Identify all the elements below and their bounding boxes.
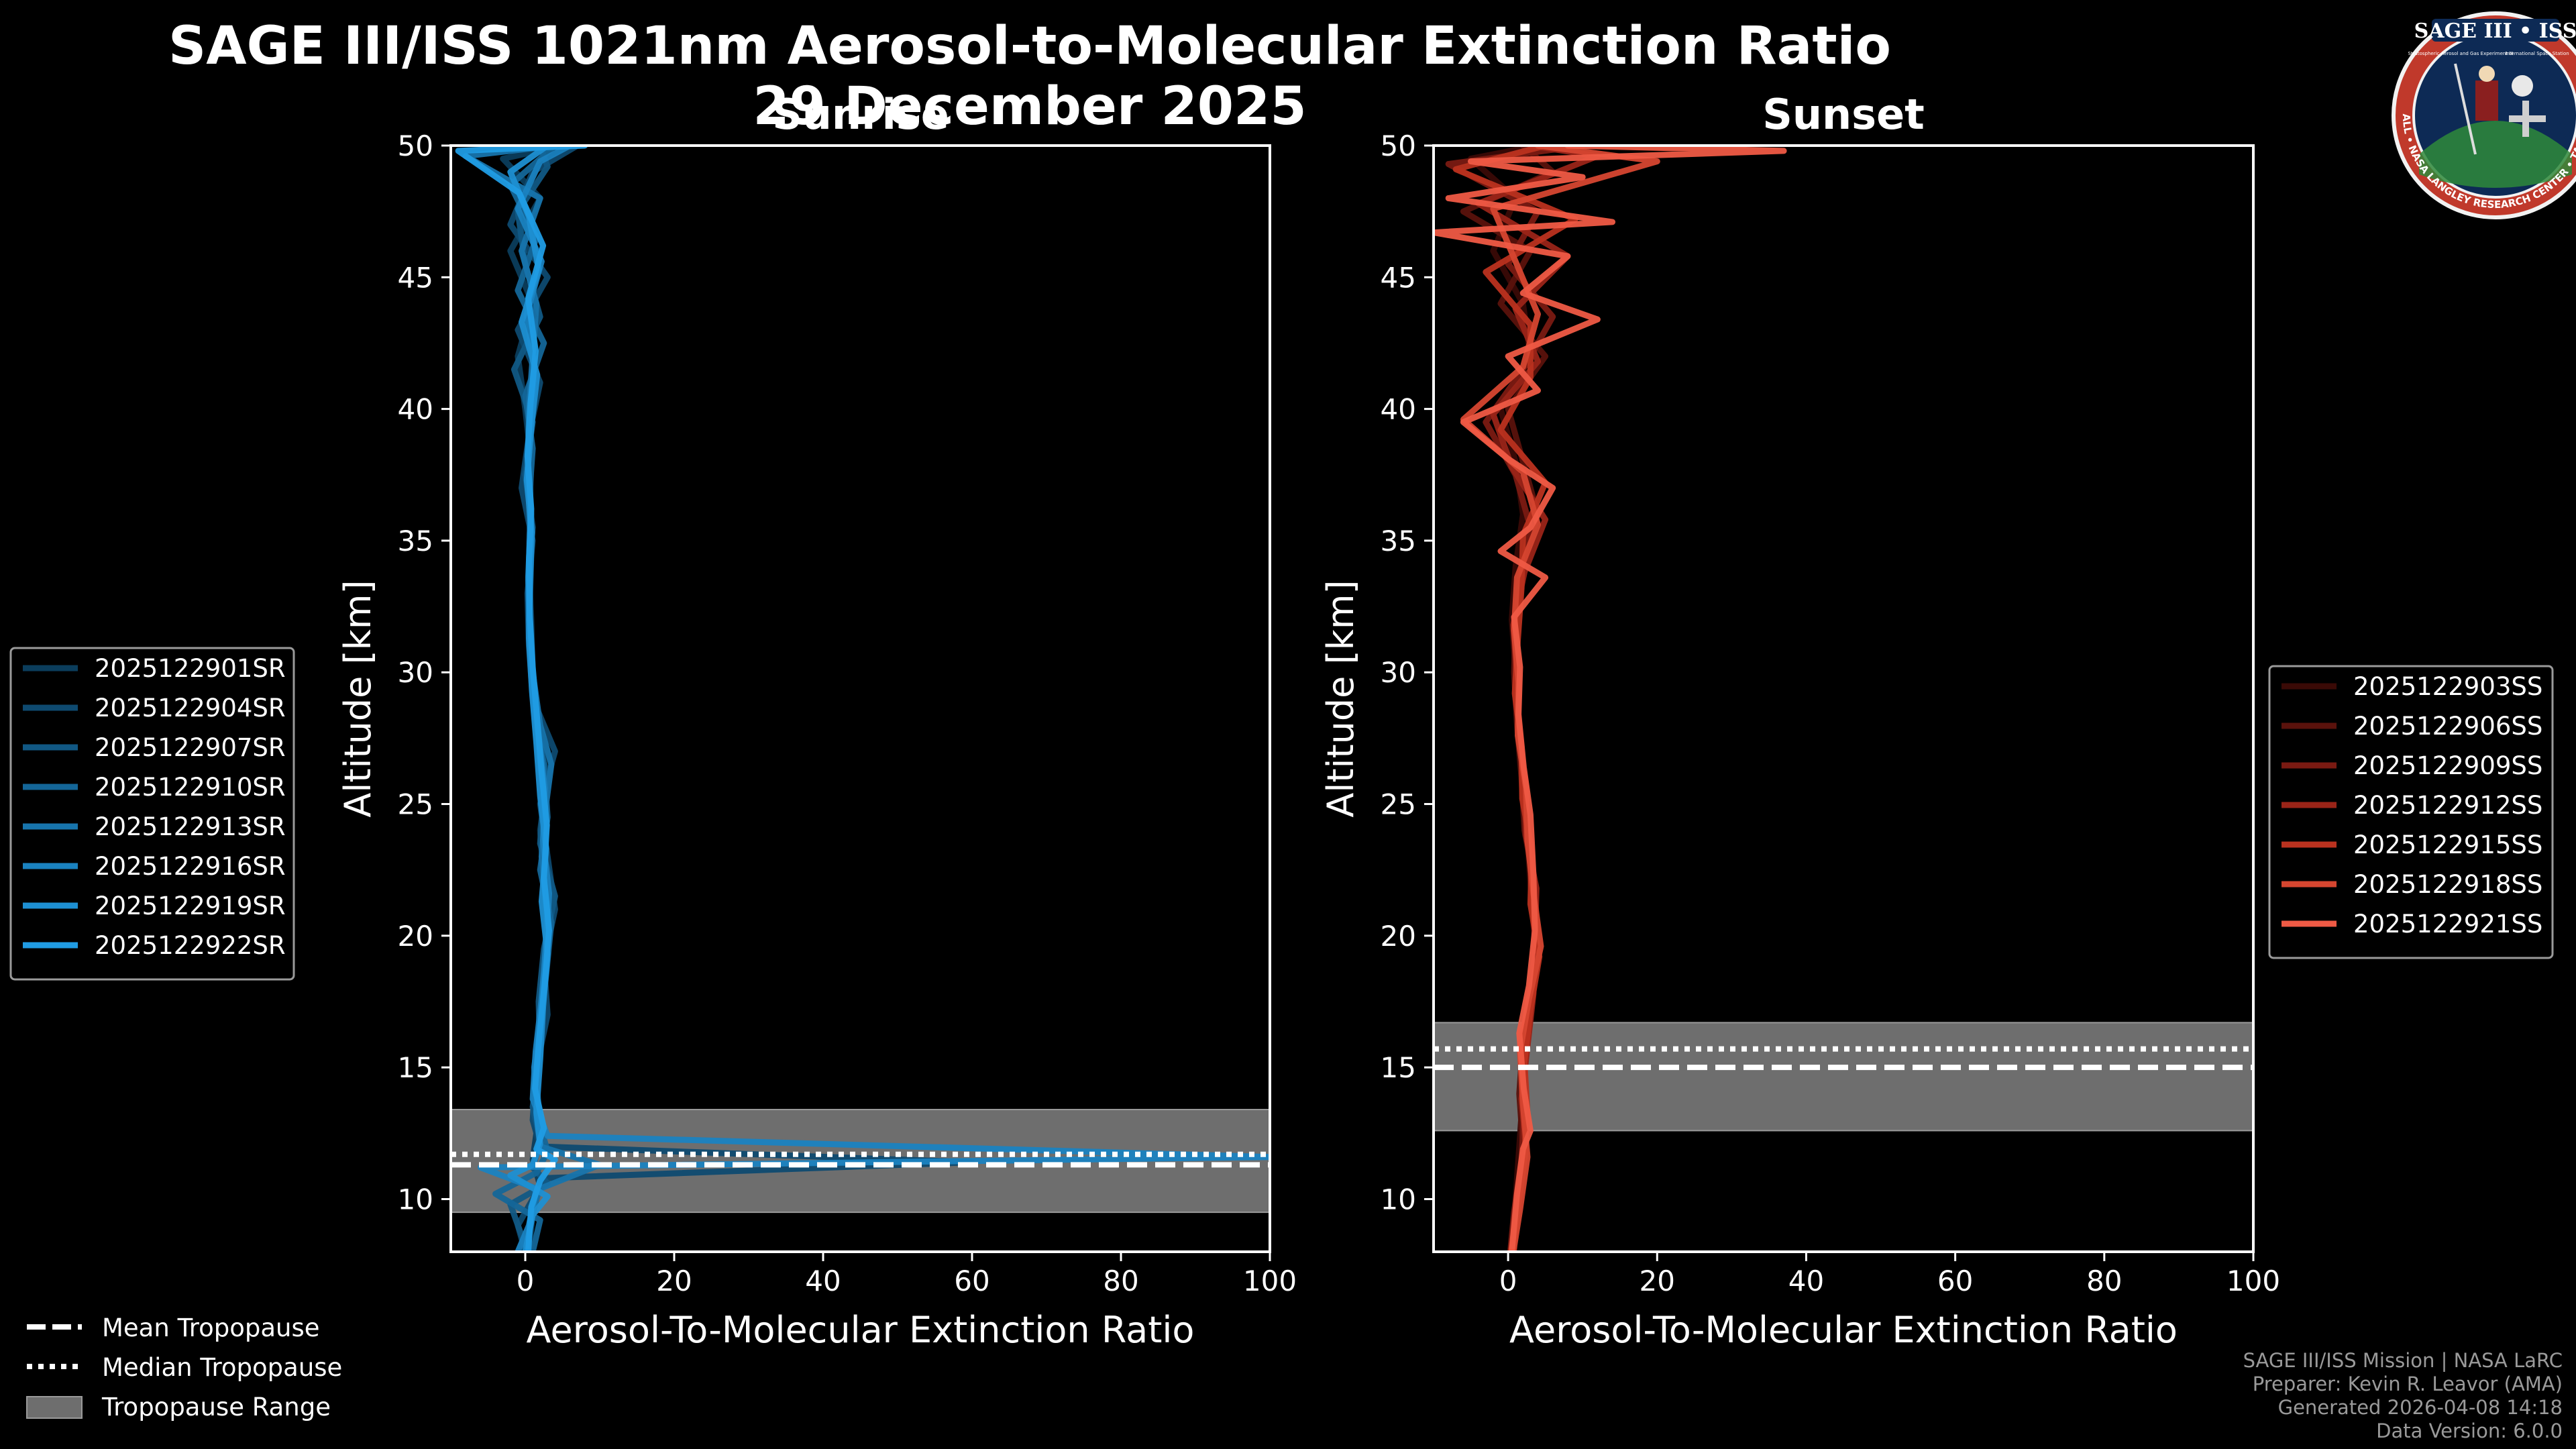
logo-moon-icon [2512,75,2533,97]
sunset-y-tick-label: 40 [1381,393,1416,426]
sunset-y-tick-label: 50 [1381,129,1416,162]
sunrise-x-tick-label: 100 [1243,1265,1297,1297]
median-tropopause-label: Median Tropopause [102,1353,342,1382]
sunset-y-tick-label: 15 [1381,1051,1416,1084]
sunset-y-tick-label: 35 [1381,525,1416,557]
sunset-legend-label: 2025122903SS [2353,672,2542,701]
sunrise-series-2025122922SR [455,146,588,1252]
sunrise-panel: 0 20 40 60 80 100 10 15 20 25 30 35 40 45 50 Aerosol-To… [337,129,1297,1351]
sunrise-legend-label: 2025122913SR [95,812,286,841]
sunset-legend-label: 2025122921SS [2353,910,2542,938]
footer-preparer: Preparer: Kevin R. Leavor (AMA) [2253,1373,2563,1395]
sunset-axes-frame [1432,144,2255,1253]
sunrise-y-tick-label: 50 [398,129,433,162]
sunset-x-tick-label: 100 [2226,1265,2280,1297]
logo-figure-icon [2475,80,2498,121]
sunrise-axes-frame [449,144,1271,1253]
sunset-x-tick-label: 60 [1937,1265,1973,1297]
sunrise-legend-label: 2025122910SR [95,773,286,802]
sunrise-panel-title: Sunrise [772,90,949,139]
sunrise-series-2025122919SR [507,146,551,1252]
sunrise-x-tick-label: 0 [517,1265,535,1297]
sunrise-x-tick-label: 20 [656,1265,692,1297]
sunrise-x-tick-label: 40 [805,1265,841,1297]
footer-mission: SAGE III/ISS Mission | NASA LaRC [2243,1349,2563,1372]
mean-tropopause-label: Mean Tropopause [102,1313,320,1342]
sunset-y-axis-label: Altitude [km] [1320,580,1362,817]
sunrise-legend-label: 2025122922SR [95,931,286,960]
sunrise-y-tick-label: 25 [398,788,433,821]
chart-date: 29 December 2025 [753,76,1306,137]
sunrise-legend-label: 2025122919SR [95,892,286,920]
logo-title: SAGE III • ISS [2414,19,2576,43]
sunset-legend-label: 2025122918SS [2353,870,2542,899]
logo-title-plate [2432,19,2559,42]
sunrise-legend-label: 2025122907SR [95,733,286,762]
logo-figure-head-icon [2479,66,2495,82]
sunset-x-tick-label: 80 [2086,1265,2122,1297]
sunset-legend-label: 2025122912SS [2353,791,2542,820]
logo-subtitle-left: Stratospheric Aerosol and Gas Experiment… [2408,51,2513,56]
sunset-plot-area [1434,146,2253,1252]
sunrise-x-axis-label: Aerosol-To-Molecular Extinction Ratio [527,1309,1195,1351]
sunrise-y-tick-label: 30 [398,656,433,689]
sunset-series-2025122921SS [1434,146,1787,1252]
footer-credits: SAGE III/ISS Mission | NASA LaRC Prepare… [2243,1349,2563,1442]
tropopause-range-swatch [26,1396,83,1419]
sunset-legend-label: 2025122909SS [2353,751,2542,780]
sunset-legend: 2025122903SS 2025122906SS 2025122909SS 2025… [2268,665,2554,959]
sunset-panel-title: Sunset [1762,90,1925,139]
sunset-y-tick-label: 45 [1381,261,1416,294]
sunset-legend-box [2268,665,2554,959]
sunset-x-tick-label: 40 [1788,1265,1824,1297]
logo-staff-icon [2454,63,2477,155]
sunset-tropopause-range [1434,1022,2253,1132]
sunset-legend-label: 2025122915SS [2353,830,2542,859]
sunrise-y-axis-label: Altitude [km] [337,580,379,817]
sunset-legend-label: 2025122906SS [2353,712,2542,741]
sunrise-y-tick-label: 35 [398,525,433,557]
sunset-x-tick-label: 0 [1499,1265,1517,1297]
sunrise-plot-area [451,146,1270,1252]
chart-title: SAGE III/ISS 1021nm Aerosol-to-Molecular… [168,16,1891,76]
sunset-y-tick-label: 10 [1381,1183,1416,1216]
sunrise-x-tick-label: 60 [954,1265,989,1297]
logo-subtitle-right: International Space Station [2505,51,2569,56]
sunset-y-tick-label: 30 [1381,656,1416,689]
sunrise-legend: 2025122901SR 2025122904SR 2025122907SR 2025… [9,647,295,981]
sunrise-y-tick-label: 40 [398,393,433,426]
sunset-x-tick-label: 20 [1640,1265,1675,1297]
sunrise-legend-label: 2025122916SR [95,852,286,881]
sunset-panel: 0 20 40 60 80 100 10 15 20 25 30 35 40 45 50 Aerosol-To… [1320,129,2280,1351]
sunset-x-axis-label: Aerosol-To-Molecular Extinction Ratio [1509,1309,2178,1351]
sunrise-y-tick-label: 10 [398,1183,433,1216]
sunrise-y-tick-label: 15 [398,1051,433,1084]
sunrise-legend-label: 2025122904SR [95,694,286,722]
logo-iss-panel-icon [2522,101,2529,137]
tropopause-range-label: Tropopause Range [101,1393,331,1421]
sunrise-legend-box [9,647,295,981]
logo-earth-icon [2419,121,2572,188]
tropopause-legend: Mean Tropopause Median Tropopause Tropop… [26,1313,342,1421]
sunrise-x-tick-label: 80 [1103,1265,1138,1297]
sunrise-y-tick-label: 20 [398,920,433,953]
sunrise-legend-label: 2025122901SR [95,654,286,683]
footer-version: Data Version: 6.0.0 [2376,1419,2563,1442]
sunset-y-tick-label: 20 [1381,920,1416,953]
sunset-y-tick-label: 25 [1381,788,1416,821]
sunrise-y-tick-label: 45 [398,261,433,294]
footer-generated: Generated 2026-04-08 14:18 [2278,1396,2563,1419]
